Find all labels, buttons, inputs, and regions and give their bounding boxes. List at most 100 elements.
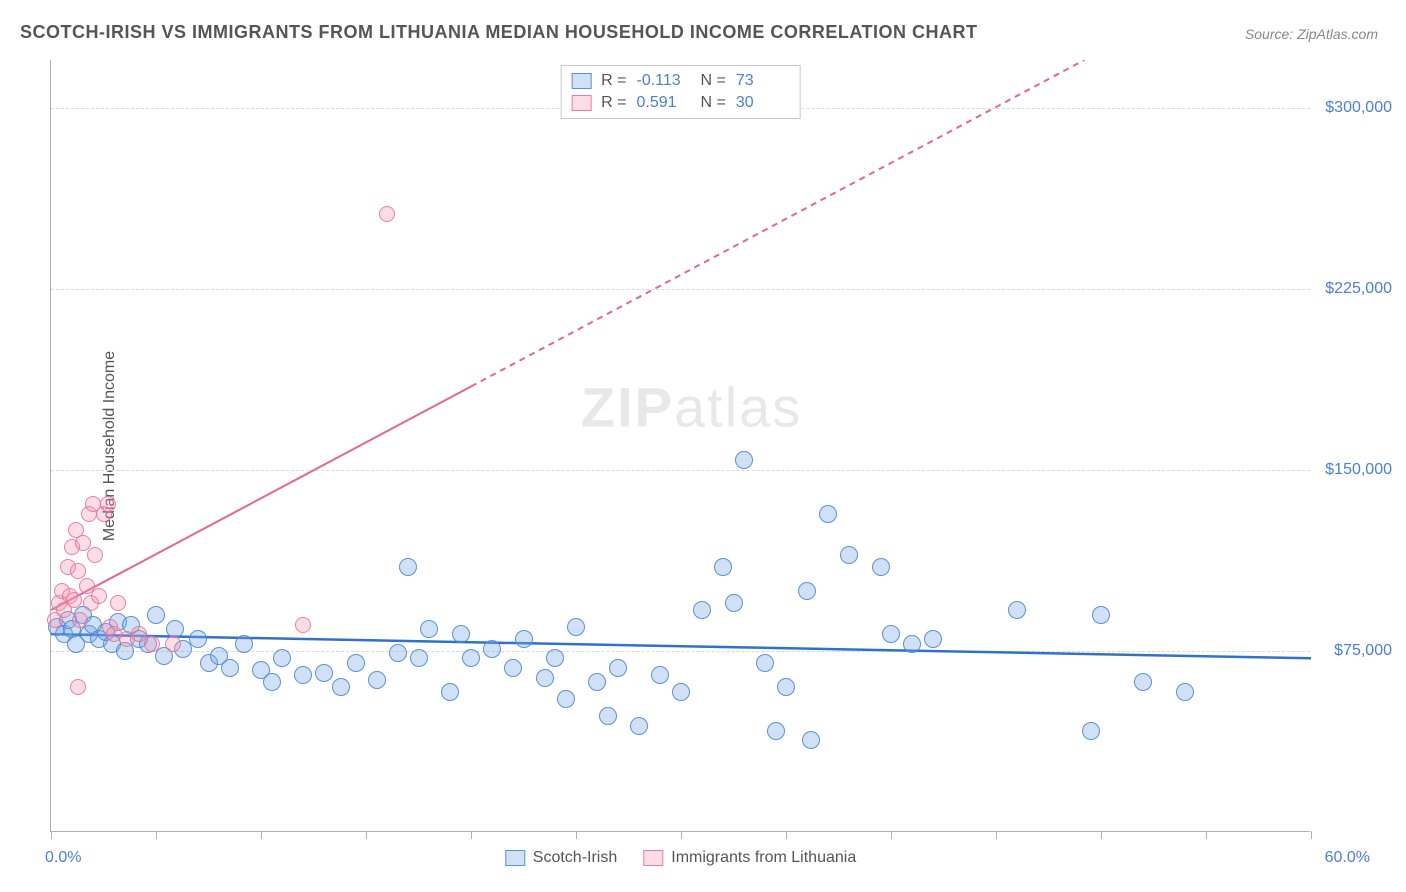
data-point [72,612,88,628]
r-value-blue: -0.113 [637,72,691,90]
data-point [630,717,648,735]
x-tick [471,831,472,839]
data-point [273,649,291,667]
data-point [599,707,617,725]
data-point [672,683,690,701]
data-point [462,649,480,667]
n-value-blue: 73 [736,72,790,90]
data-point [110,595,126,611]
x-tick [996,831,997,839]
chart-title: SCOTCH-IRISH VS IMMIGRANTS FROM LITHUANI… [20,22,977,43]
x-tick [576,831,577,839]
chart-source: Source: ZipAtlas.com [1245,26,1378,42]
legend-series: Scotch-Irish Immigrants from Lithuania [505,849,856,867]
data-point [347,654,365,672]
swatch-blue-icon [505,850,525,866]
data-point [295,617,311,633]
data-point [1176,683,1194,701]
x-tick [156,831,157,839]
data-point [483,640,501,658]
x-max-label: 60.0% [1325,849,1370,867]
x-tick [891,831,892,839]
y-tick-label: $75,000 [1314,642,1392,660]
data-point [651,666,669,684]
data-point [802,731,820,749]
legend-label-scotch-irish: Scotch-Irish [533,849,617,867]
data-point [100,496,116,512]
data-point [536,669,554,687]
data-point [903,635,921,653]
x-tick [261,831,262,839]
y-tick-label: $300,000 [1314,99,1392,117]
n-value-pink: 30 [736,94,790,112]
data-point [609,659,627,677]
data-point [1092,606,1110,624]
scatter-points [51,60,1310,831]
data-point [1008,601,1026,619]
x-tick [681,831,682,839]
data-point [189,630,207,648]
data-point [368,671,386,689]
data-point [315,664,333,682]
data-point [70,679,86,695]
x-tick [51,831,52,839]
data-point [756,654,774,672]
x-tick [786,831,787,839]
data-point [1134,673,1152,691]
data-point [70,563,86,579]
x-tick [1311,831,1312,839]
data-point [777,678,795,696]
data-point [144,636,160,652]
data-point [165,636,181,652]
data-point [714,558,732,576]
data-point [504,659,522,677]
data-point [399,558,417,576]
data-point [819,505,837,523]
data-point [75,535,91,551]
legend-label-lithuania: Immigrants from Lithuania [671,849,856,867]
data-point [91,588,107,604]
r-value-pink: 0.591 [637,94,691,112]
data-point [221,659,239,677]
data-point [294,666,312,684]
data-point [235,635,253,653]
x-tick [366,831,367,839]
plot-area: ZIPatlas Median Household Income $75,000… [50,60,1310,832]
data-point [798,582,816,600]
data-point [767,722,785,740]
data-point [1082,722,1100,740]
data-point [567,618,585,636]
legend-item-lithuania: Immigrants from Lithuania [643,849,856,867]
data-point [263,673,281,691]
data-point [379,206,395,222]
legend-correlation: R = -0.113 N = 73 R = 0.591 N = 30 [560,65,801,119]
data-point [410,649,428,667]
x-min-label: 0.0% [45,849,81,867]
data-point [735,451,753,469]
legend-row-pink: R = 0.591 N = 30 [571,92,790,114]
data-point [557,690,575,708]
swatch-blue [571,73,591,89]
data-point [693,601,711,619]
data-point [546,649,564,667]
legend-row-blue: R = -0.113 N = 73 [571,70,790,92]
x-tick [1206,831,1207,839]
y-tick-label: $225,000 [1314,280,1392,298]
data-point [924,630,942,648]
data-point [389,644,407,662]
data-point [515,630,533,648]
legend-item-scotch-irish: Scotch-Irish [505,849,617,867]
data-point [725,594,743,612]
y-tick-label: $150,000 [1314,461,1392,479]
x-tick [1101,831,1102,839]
data-point [452,625,470,643]
data-point [420,620,438,638]
data-point [882,625,900,643]
data-point [588,673,606,691]
data-point [66,592,82,608]
swatch-pink-icon [643,850,663,866]
data-point [441,683,459,701]
swatch-pink [571,95,591,111]
data-point [332,678,350,696]
data-point [87,547,103,563]
